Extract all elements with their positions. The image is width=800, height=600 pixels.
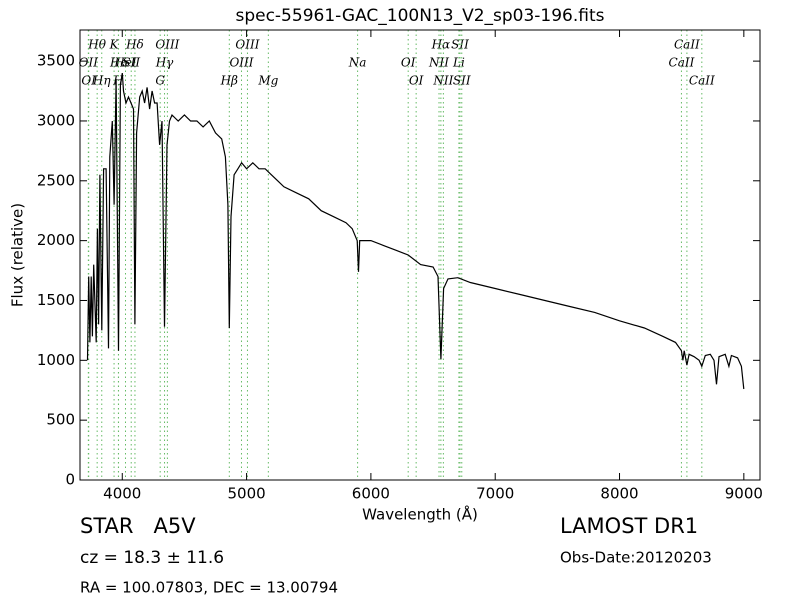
line-marker-label: OI <box>81 74 96 88</box>
coordinates: RA = 100.07803, DEC = 13.00794 <box>80 579 338 597</box>
y-tick-label: 2500 <box>37 171 75 189</box>
y-tick-label: 3500 <box>37 52 75 70</box>
line-marker-label: Na <box>348 56 367 70</box>
x-tick-label: 4000 <box>103 485 141 503</box>
obs-date: Obs-Date:20120203 <box>560 549 712 567</box>
line-marker-label: OI <box>401 56 416 70</box>
y-tick-label: 2000 <box>37 231 75 249</box>
line-marker-label: NII <box>432 74 453 88</box>
line-marker-label: Li <box>452 56 465 70</box>
line-marker-label: Hγ <box>155 56 174 70</box>
y-tick-label: 0 <box>65 471 75 489</box>
line-marker-label: CaII <box>689 74 715 88</box>
object-class: STAR A5V <box>80 514 196 538</box>
y-tick-label: 500 <box>46 411 75 429</box>
x-tick-label: 9000 <box>725 485 763 503</box>
x-tick-label: 8000 <box>600 485 638 503</box>
line-marker-label: Hβ <box>220 74 238 88</box>
y-tick-label: 3000 <box>37 111 75 129</box>
plot-frame <box>79 29 761 481</box>
line-marker-label: NII <box>428 56 449 70</box>
line-marker-label: K <box>109 38 120 52</box>
line-marker-label: CaII <box>674 38 700 52</box>
spectrum <box>86 73 745 390</box>
line-marker-label: Hα <box>431 38 451 52</box>
x-tick-label: 5000 <box>227 485 265 503</box>
survey: LAMOST DR1 <box>560 514 698 538</box>
line-marker-label: OI <box>409 74 424 88</box>
line-marker-label: SII <box>453 74 471 88</box>
y-tick-label: 1000 <box>37 351 75 369</box>
line-marker-label: Mg <box>257 74 278 88</box>
line-marker-label: OIII <box>155 38 179 52</box>
line-marker-label: Hθ <box>87 38 106 52</box>
line-marker-label: Hδ <box>125 38 144 52</box>
chart-title: spec-55961-GAC_100N13_V2_sp03-196.fits <box>235 6 604 26</box>
line-marker-label: OIII <box>229 56 253 70</box>
line-marker-label: SII <box>122 56 140 70</box>
x-tick-label: 6000 <box>352 485 390 503</box>
line-marker-label: OIII <box>235 38 259 52</box>
redshift: cz = 18.3 ± 11.6 <box>80 548 224 568</box>
y-axis-label: Flux (relative) <box>9 203 27 307</box>
line-marker-label: SII <box>451 38 469 52</box>
y-tick-label: 1500 <box>37 291 75 309</box>
x-tick-label: 7000 <box>476 485 514 503</box>
line-marker-label: CaII <box>669 56 695 70</box>
line-marker-label: G <box>155 74 165 88</box>
line-marker-label: Hη <box>92 74 111 88</box>
x-axis-label: Wavelength (Å) <box>362 505 478 524</box>
